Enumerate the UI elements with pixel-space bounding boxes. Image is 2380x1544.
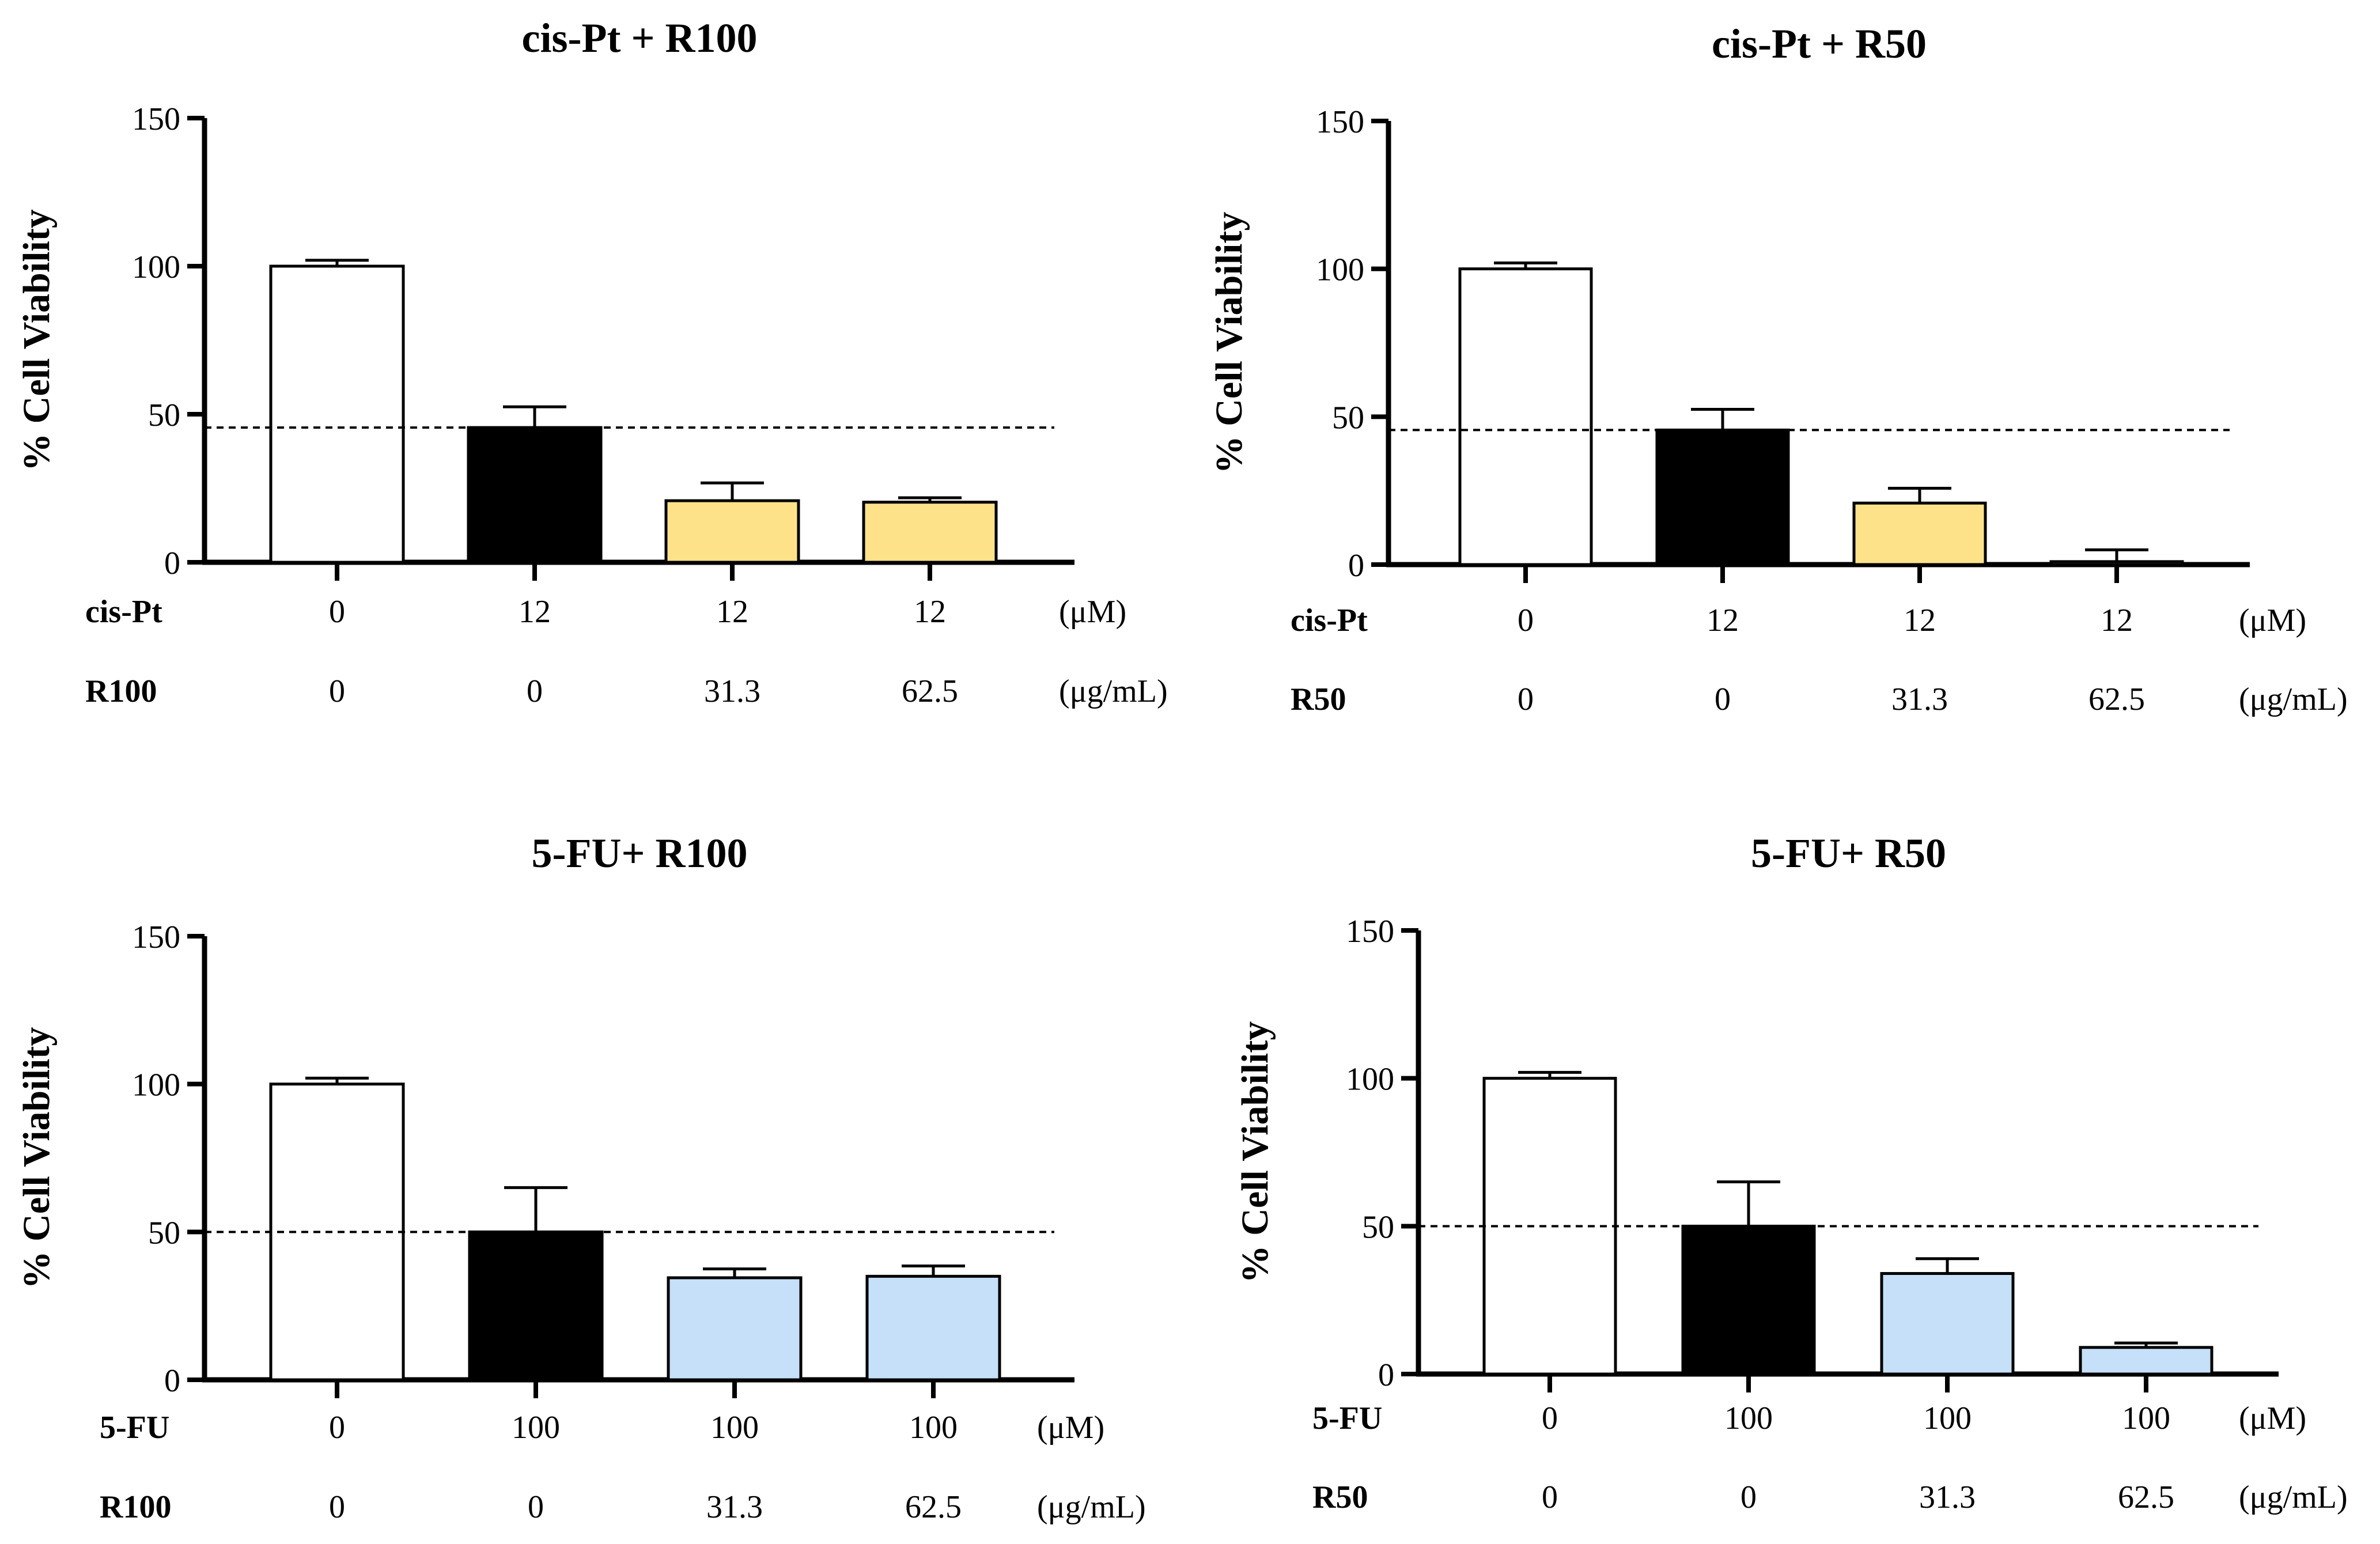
condition-value: 0 [528,1489,544,1525]
condition-value: 12 [2101,603,2133,638]
bar-1 [1458,267,1593,566]
row-label: cis-Pt [1291,603,1368,638]
condition-value: 0 [329,1489,345,1525]
condition-value: 0 [1518,682,1534,717]
row-label: 5-FU [100,1410,169,1445]
condition-value: 100 [909,1410,958,1445]
y-tick-label: 0 [164,546,180,581]
condition-value: 12 [716,594,748,630]
condition-value: 12 [1904,603,1936,638]
condition-value: 100 [2122,1401,2170,1436]
bar-3 [1880,1271,2015,1376]
y-axis-label: % Cell Viability [16,1027,58,1289]
y-tick-label: 50 [1362,1209,1394,1245]
y-tick-label: 50 [1332,400,1364,436]
bar-2 [467,426,603,564]
chart-title: 5-FU+ R50 [1751,830,1946,876]
condition-value: 62.5 [902,673,958,709]
bar-4 [862,501,998,564]
condition-value: 0 [329,594,345,630]
unit-label: (μg/mL) [2239,682,2348,717]
condition-value: 100 [1724,1401,1773,1436]
row-label: 5-FU [1312,1401,1382,1436]
condition-value: 0 [1740,1479,1757,1515]
chart-panel-1: cis-Pt + R100 % Cell Viability 0 50 100 150 ci… [16,15,1168,709]
row-label: R100 [100,1489,171,1525]
unit-label: (μM) [2239,1401,2306,1436]
condition-value: 0 [1518,603,1534,638]
unit-label: (μM) [2239,603,2306,638]
condition-value: 0 [1542,1401,1558,1436]
row-label: R100 [85,673,157,709]
condition-value: 12 [914,594,946,630]
y-tick-label: 0 [1348,548,1364,584]
chart-panel-2: cis-Pt + R50 % Cell Viability 0 50 100 150 cis… [1208,21,2348,717]
condition-value: 31.3 [706,1489,763,1525]
condition-value: 62.5 [2088,682,2145,717]
bar-2 [1681,1224,1816,1376]
bar-4 [2079,1346,2213,1376]
y-tick-label: 100 [132,249,180,285]
bar-4 [865,1274,1001,1382]
bar-3 [664,499,800,564]
condition-value: 100 [512,1410,560,1445]
y-tick-label: 50 [148,398,180,433]
condition-value: 0 [1715,682,1731,717]
condition-value: 31.3 [1919,1479,1976,1515]
y-axis-label: % Cell Viability [1208,212,1250,474]
y-tick-label: 150 [1346,914,1394,949]
chart-panel-3: 5-FU+ R100 % Cell Viability 0 50 100 150 5-FU 0… [16,830,1146,1525]
condition-value: 12 [519,594,551,630]
unit-label: (μg/mL) [1037,1489,1146,1525]
bar-3 [1852,501,1987,566]
y-tick-label: 150 [132,101,180,137]
bar-2 [1655,428,1790,566]
chart-title: cis-Pt + R100 [522,15,758,61]
unit-label: (μM) [1059,594,1126,630]
condition-value: 62.5 [905,1489,962,1525]
condition-value: 0 [329,673,345,709]
y-tick-label: 150 [132,919,180,955]
y-tick-label: 150 [1316,104,1364,140]
row-label: R50 [1291,682,1346,717]
condition-value: 0 [527,673,543,709]
y-tick-label: 100 [1316,252,1364,288]
bar-3 [667,1276,803,1382]
bar-2 [468,1230,604,1382]
y-tick-label: 100 [1346,1062,1394,1098]
bar-4 [2049,560,2184,566]
row-label: cis-Pt [85,594,162,630]
unit-label: (μg/mL) [2239,1479,2348,1515]
unit-label: (μg/mL) [1059,673,1168,709]
y-tick-label: 50 [148,1215,180,1251]
condition-value: 62.5 [2118,1479,2174,1515]
condition-value: 0 [1542,1479,1558,1515]
unit-label: (μM) [1037,1410,1104,1445]
condition-value: 31.3 [1891,682,1948,717]
condition-value: 12 [1707,603,1739,638]
bar-1 [269,264,405,564]
y-axis-label: % Cell Viability [16,209,58,471]
chart-title: 5-FU+ R100 [532,830,748,876]
chart-panel-4: 5-FU+ R50 % Cell Viability 0 50 100 150 5-FU 0 1… [1234,830,2348,1515]
y-tick-label: 0 [164,1363,180,1399]
condition-value: 100 [710,1410,759,1445]
condition-value: 0 [329,1410,345,1445]
chart-title: cis-Pt + R50 [1712,21,1927,67]
condition-value: 31.3 [704,673,760,709]
y-tick-label: 0 [1378,1357,1394,1393]
y-axis-label: % Cell Viability [1234,1021,1276,1284]
condition-value: 100 [1923,1401,1972,1436]
y-tick-label: 100 [132,1068,180,1103]
row-label: R50 [1312,1479,1368,1515]
